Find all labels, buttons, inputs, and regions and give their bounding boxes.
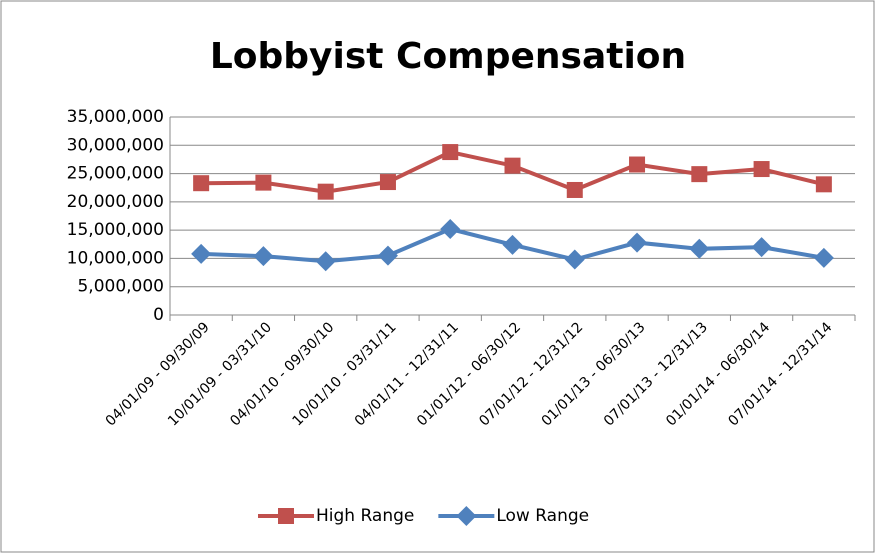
- y-tick-label: 30,000,000: [67, 135, 164, 155]
- chart-title: Lobbyist Compensation: [210, 36, 686, 77]
- marker: [315, 251, 336, 272]
- legend-marker: [456, 506, 477, 526]
- marker: [566, 181, 583, 198]
- marker: [627, 232, 648, 253]
- marker: [317, 183, 334, 200]
- marker: [629, 156, 646, 173]
- legend-marker: [278, 508, 294, 524]
- y-tick-label: 25,000,000: [67, 164, 164, 184]
- legend-label: High Range: [316, 506, 414, 526]
- marker: [255, 174, 272, 191]
- marker: [442, 144, 459, 161]
- marker: [440, 219, 461, 240]
- marker: [564, 249, 585, 270]
- marker: [753, 161, 770, 178]
- legend-label: Low Range: [496, 506, 589, 526]
- marker: [379, 174, 396, 191]
- marker: [502, 234, 523, 255]
- marker: [751, 237, 772, 258]
- y-tick-label: 10,000,000: [67, 248, 164, 268]
- marker: [689, 238, 710, 259]
- y-tick-label: 5,000,000: [77, 277, 164, 297]
- marker: [253, 246, 274, 267]
- marker: [504, 157, 521, 174]
- marker: [691, 166, 708, 183]
- y-tick-label: 15,000,000: [67, 220, 164, 240]
- y-tick-label: 0: [153, 305, 164, 325]
- marker: [193, 175, 210, 192]
- y-tick-label: 20,000,000: [67, 192, 164, 212]
- marker: [191, 243, 212, 264]
- marker: [813, 247, 834, 268]
- marker: [377, 245, 398, 266]
- y-tick-label: 35,000,000: [67, 107, 164, 127]
- marker: [815, 176, 832, 193]
